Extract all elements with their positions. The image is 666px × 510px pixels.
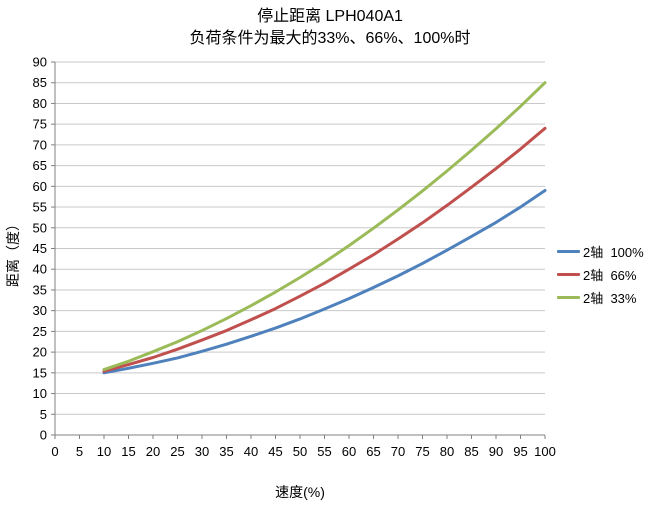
y-tick-label: 70 [33, 137, 47, 152]
legend-label: 2轴 100% [583, 245, 644, 260]
legend-line-swatch [557, 296, 580, 299]
y-tick-label: 45 [33, 241, 47, 256]
y-tick-label: 40 [33, 262, 47, 277]
x-tick-label: 30 [195, 444, 209, 459]
y-tick-label: 50 [33, 220, 47, 235]
x-tick-label: 10 [97, 444, 111, 459]
x-tick-label: 90 [489, 444, 503, 459]
legend-label: 2轴 66% [583, 268, 637, 283]
y-tick-label: 85 [33, 75, 47, 90]
y-tick-label: 20 [33, 345, 47, 360]
x-tick-label: 50 [293, 444, 307, 459]
series-line-2 [102, 81, 547, 372]
series-line-0 [102, 188, 547, 375]
x-tick-label: 80 [440, 444, 454, 459]
y-tick-label: 15 [33, 365, 47, 380]
y-tick-label: 30 [33, 303, 47, 318]
x-tick-label: 15 [121, 444, 135, 459]
x-tick-label: 40 [244, 444, 258, 459]
y-tick-label: 90 [33, 55, 47, 70]
legend-label: 2轴 33% [583, 291, 637, 306]
x-tick-label: 60 [342, 444, 356, 459]
x-tick-label: 85 [464, 444, 478, 459]
x-tick-label: 55 [317, 444, 331, 459]
x-tick-label: 45 [268, 444, 282, 459]
y-tick-label: 75 [33, 117, 47, 132]
x-tick-label: 65 [366, 444, 380, 459]
x-tick-label: 35 [219, 444, 233, 459]
y-tick-label: 35 [33, 282, 47, 297]
legend-line-swatch [557, 273, 580, 276]
x-tick-label: 70 [391, 444, 405, 459]
chart-legend: 2轴 100% 2轴 66% 2轴 33% [557, 240, 644, 309]
legend-item-2: 2轴 33% [557, 286, 644, 309]
legend-line-swatch [557, 250, 580, 253]
y-tick-label: 65 [33, 158, 47, 173]
series-line-1 [102, 126, 547, 373]
y-tick-label: 60 [33, 179, 47, 194]
chart-subtitle: 负荷条件为最大的33%、66%、100%时 [189, 30, 471, 47]
x-tick-label: 25 [170, 444, 184, 459]
x-tick-label: 20 [146, 444, 160, 459]
x-tick-label: 0 [51, 444, 58, 459]
y-tick-label: 0 [40, 428, 47, 443]
y-axis-title: 距离（度） [5, 217, 21, 287]
x-tick-label: 95 [513, 444, 527, 459]
legend-item-1: 2轴 66% [557, 263, 644, 286]
x-axis-title: 速度(%) [275, 484, 325, 500]
x-tick-label: 5 [76, 444, 83, 459]
x-tick-label: 75 [415, 444, 429, 459]
y-tick-label: 25 [33, 324, 47, 339]
y-tick-label: 80 [33, 96, 47, 111]
x-tick-label: 100 [534, 444, 556, 459]
legend-item-0: 2轴 100% [557, 240, 644, 263]
y-tick-label: 5 [40, 407, 47, 422]
y-tick-label: 10 [33, 386, 47, 401]
chart-title: 停止距离 LPH040A1 [257, 8, 403, 25]
y-tick-label: 55 [33, 200, 47, 215]
